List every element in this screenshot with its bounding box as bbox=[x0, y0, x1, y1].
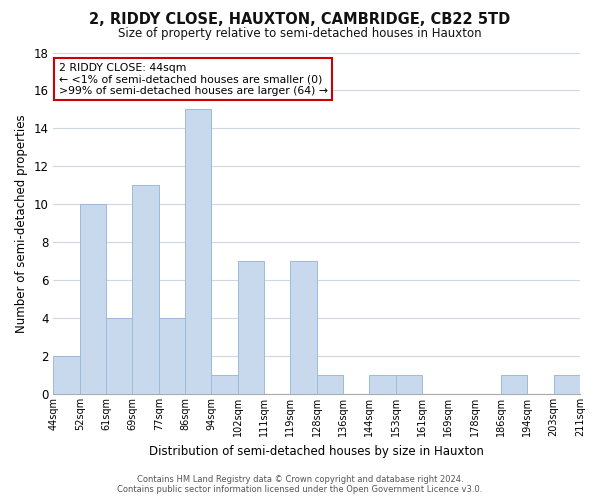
Text: 2, RIDDY CLOSE, HAUXTON, CAMBRIDGE, CB22 5TD: 2, RIDDY CLOSE, HAUXTON, CAMBRIDGE, CB22… bbox=[89, 12, 511, 28]
Bar bbox=[53, 356, 80, 394]
Text: 2 RIDDY CLOSE: 44sqm
← <1% of semi-detached houses are smaller (0)
>99% of semi-: 2 RIDDY CLOSE: 44sqm ← <1% of semi-detac… bbox=[59, 62, 328, 96]
Y-axis label: Number of semi-detached properties: Number of semi-detached properties bbox=[15, 114, 28, 332]
Bar bbox=[211, 375, 238, 394]
X-axis label: Distribution of semi-detached houses by size in Hauxton: Distribution of semi-detached houses by … bbox=[149, 444, 484, 458]
Bar bbox=[395, 375, 422, 394]
Bar bbox=[159, 318, 185, 394]
Bar bbox=[370, 375, 395, 394]
Text: Contains HM Land Registry data © Crown copyright and database right 2024.
Contai: Contains HM Land Registry data © Crown c… bbox=[118, 474, 482, 494]
Bar bbox=[554, 375, 580, 394]
Bar bbox=[290, 262, 317, 394]
Text: Size of property relative to semi-detached houses in Hauxton: Size of property relative to semi-detach… bbox=[118, 28, 482, 40]
Bar bbox=[185, 110, 211, 394]
Bar bbox=[501, 375, 527, 394]
Bar bbox=[106, 318, 133, 394]
Bar bbox=[238, 262, 264, 394]
Bar bbox=[317, 375, 343, 394]
Bar bbox=[80, 204, 106, 394]
Bar bbox=[133, 186, 159, 394]
